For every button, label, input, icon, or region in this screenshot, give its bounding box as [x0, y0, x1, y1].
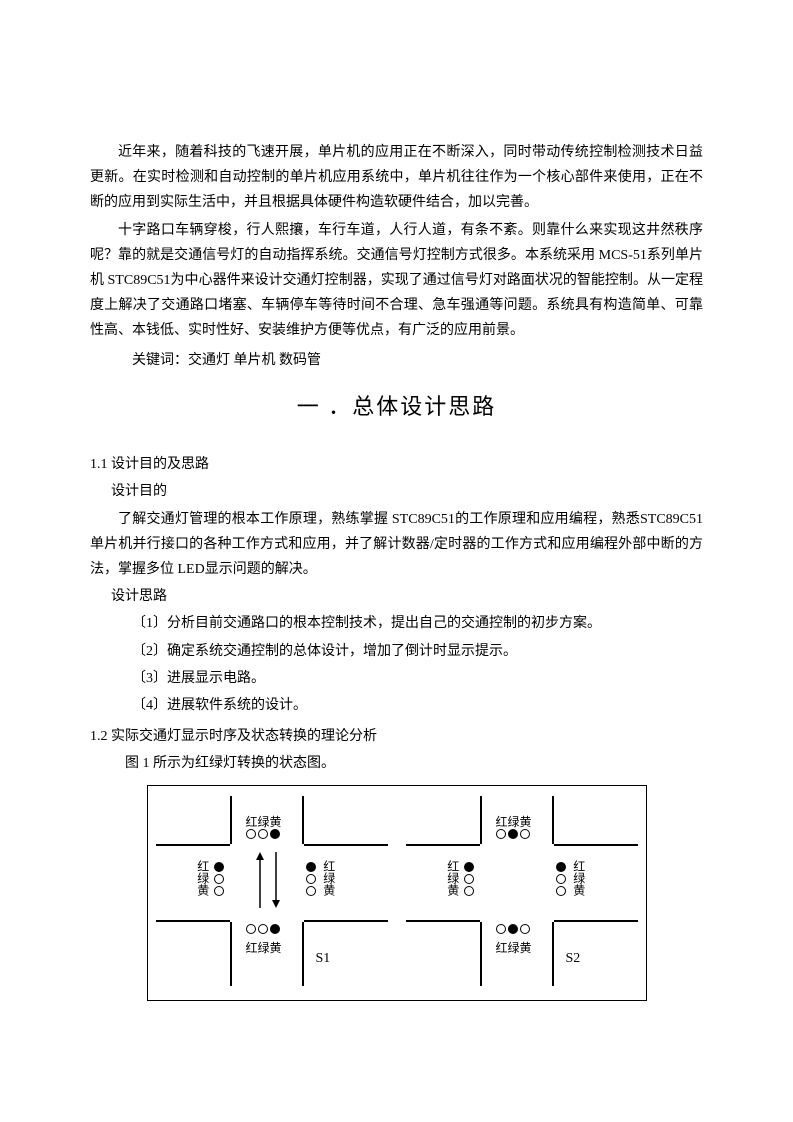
road-line	[406, 844, 638, 846]
light-on-icon	[306, 862, 316, 872]
traffic-lights	[246, 829, 280, 839]
light-off-icon	[556, 886, 566, 896]
intersection-S2: 红绿黄红绿黄红绿黄红绿黄S2	[406, 796, 638, 986]
light-off-icon	[556, 874, 566, 884]
traffic-lights	[464, 862, 474, 896]
light-off-icon	[520, 924, 530, 934]
state-diagram: 红绿黄红绿黄红绿黄红绿黄S1红绿黄红绿黄红绿黄红绿黄S2	[147, 785, 647, 1001]
intro-paragraph-1: 近年来，随着科技的飞速开展，单片机的应用正在不断深入，同时带动传统控制检测技术日…	[90, 140, 703, 216]
section-1-2-heading: 1.2 实际交通灯显示时序及状态转换的理论分析	[90, 724, 703, 749]
road-line	[406, 920, 638, 922]
light-on-icon	[508, 829, 518, 839]
light-off-icon	[464, 874, 474, 884]
light-off-icon	[496, 829, 506, 839]
keywords-line: 关键词：交通灯 单片机 数码管	[90, 348, 703, 373]
light-off-icon	[246, 829, 256, 839]
section-1-1-heading: 1.1 设计目的及思路	[90, 452, 703, 477]
traffic-lights	[556, 862, 566, 896]
road-line	[552, 796, 554, 986]
label-rgy-vertical: 红绿黄	[572, 860, 585, 896]
road-line	[302, 796, 304, 986]
traffic-lights	[246, 924, 280, 934]
traffic-lights	[214, 862, 224, 896]
main-title: 一 ．总体设计思路	[90, 387, 703, 427]
road-line	[480, 796, 482, 986]
light-off-icon	[258, 829, 268, 839]
list-item-4: 〔4〕进展软件系统的设计。	[90, 693, 703, 718]
light-on-icon	[214, 862, 224, 872]
light-off-icon	[214, 874, 224, 884]
light-on-icon	[508, 924, 518, 934]
purpose-label: 设计目的	[90, 479, 703, 504]
light-on-icon	[556, 862, 566, 872]
label-rgy: 红绿黄	[246, 938, 282, 960]
intro-paragraph-2: 十字路口车辆穿梭，行人熙攘，车行车道，人行人道，有条不紊。则靠什么来实现这井然秩…	[90, 218, 703, 344]
light-off-icon	[258, 924, 268, 934]
light-off-icon	[306, 874, 316, 884]
road-line	[156, 920, 388, 922]
traffic-lights	[306, 862, 316, 896]
label-rgy-vertical: 红绿黄	[446, 860, 459, 896]
traffic-lights	[496, 829, 530, 839]
light-off-icon	[214, 886, 224, 896]
light-off-icon	[464, 886, 474, 896]
light-on-icon	[270, 829, 280, 839]
purpose-text: 了解交通灯管理的根本工作原理，熟练掌握 STC89C51的工作原理和应用编程，熟…	[90, 507, 703, 583]
label-rgy: 红绿黄	[496, 938, 532, 960]
light-on-icon	[270, 924, 280, 934]
road-line	[230, 796, 232, 986]
label-rgy-vertical: 红绿黄	[196, 860, 209, 896]
state-label: S2	[566, 946, 581, 971]
light-off-icon	[306, 886, 316, 896]
list-item-2: 〔2〕确定系统交通控制的总体设计，增加了倒计时显示提示。	[90, 639, 703, 664]
light-off-icon	[496, 924, 506, 934]
light-off-icon	[246, 924, 256, 934]
figure-1-caption: 图 1 所示为红绿灯转换的状态图。	[90, 751, 703, 776]
traffic-lights	[496, 924, 530, 934]
label-rgy-vertical: 红绿黄	[322, 860, 335, 896]
light-on-icon	[464, 862, 474, 872]
document-body: 近年来，随着科技的飞速开展，单片机的应用正在不断深入，同时带动传统控制检测技术日…	[90, 140, 703, 1001]
arrow-down-icon	[270, 852, 282, 908]
road-line	[156, 844, 388, 846]
arrow-up-icon	[254, 852, 266, 908]
light-off-icon	[520, 829, 530, 839]
intersection-S1: 红绿黄红绿黄红绿黄红绿黄S1	[156, 796, 388, 986]
list-item-1: 〔1〕分析目前交通路口的根本控制技术，提出自己的交通控制的初步方案。	[90, 611, 703, 636]
list-item-3: 〔3〕进展显示电路。	[90, 666, 703, 691]
idea-label: 设计思路	[90, 584, 703, 609]
state-label: S1	[316, 946, 331, 971]
